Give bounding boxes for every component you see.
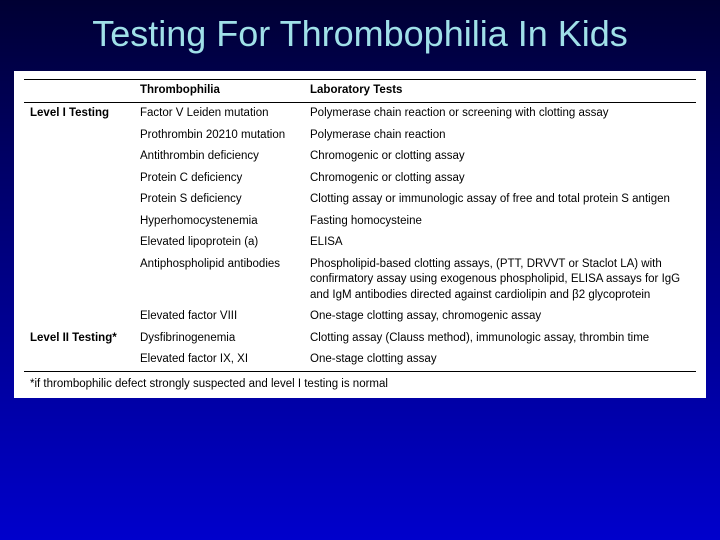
- cell-thrombophilia: Protein S deficiency: [134, 189, 304, 211]
- table-row: Elevated factor IX, XI One-stage clottin…: [24, 349, 696, 371]
- page-title: Testing For Thrombophilia In Kids: [0, 0, 720, 63]
- table-row: Elevated lipoprotein (a) ELISA: [24, 232, 696, 254]
- cell-level: [24, 306, 134, 328]
- col-thrombophilia: Thrombophilia: [134, 80, 304, 103]
- table-container: Thrombophilia Laboratory Tests Level I T…: [14, 71, 706, 398]
- cell-thrombophilia: Factor V Leiden mutation: [134, 103, 304, 125]
- cell-thrombophilia: Dysfibrinogenemia: [134, 328, 304, 350]
- table-row: Protein C deficiency Chromogenic or clot…: [24, 168, 696, 190]
- cell-level: [24, 146, 134, 168]
- cell-lab: One-stage clotting assay, chromogenic as…: [304, 306, 696, 328]
- table-row: Antiphospholipid antibodies Phospholipid…: [24, 254, 696, 307]
- cell-lab: Clotting assay (Clauss method), immunolo…: [304, 328, 696, 350]
- footnote: *if thrombophilic defect strongly suspec…: [24, 372, 696, 392]
- cell-lab: Clotting assay or immunologic assay of f…: [304, 189, 696, 211]
- table-row: Antithrombin deficiency Chromogenic or c…: [24, 146, 696, 168]
- cell-lab: ELISA: [304, 232, 696, 254]
- table-header-row: Thrombophilia Laboratory Tests: [24, 80, 696, 103]
- cell-thrombophilia: Prothrombin 20210 mutation: [134, 125, 304, 147]
- cell-lab: Phospholipid-based clotting assays, (PTT…: [304, 254, 696, 307]
- cell-thrombophilia: Elevated factor VIII: [134, 306, 304, 328]
- col-level: [24, 80, 134, 103]
- cell-lab: Chromogenic or clotting assay: [304, 146, 696, 168]
- table-row: Elevated factor VIII One-stage clotting …: [24, 306, 696, 328]
- cell-lab: One-stage clotting assay: [304, 349, 696, 371]
- cell-level: [24, 232, 134, 254]
- cell-thrombophilia: Hyperhomocystenemia: [134, 211, 304, 233]
- table-row: Protein S deficiency Clotting assay or i…: [24, 189, 696, 211]
- cell-lab: Polymerase chain reaction: [304, 125, 696, 147]
- cell-level: [24, 189, 134, 211]
- cell-thrombophilia: Antiphospholipid antibodies: [134, 254, 304, 307]
- cell-level: [24, 125, 134, 147]
- table-row: Level I Testing Factor V Leiden mutation…: [24, 103, 696, 125]
- cell-level: Level II Testing*: [24, 328, 134, 350]
- table-row: Level II Testing* Dysfibrinogenemia Clot…: [24, 328, 696, 350]
- cell-thrombophilia: Protein C deficiency: [134, 168, 304, 190]
- thrombophilia-table: Thrombophilia Laboratory Tests Level I T…: [24, 79, 696, 372]
- cell-level: [24, 168, 134, 190]
- cell-thrombophilia: Elevated factor IX, XI: [134, 349, 304, 371]
- cell-level: [24, 254, 134, 307]
- table-row: Prothrombin 20210 mutation Polymerase ch…: [24, 125, 696, 147]
- cell-thrombophilia: Antithrombin deficiency: [134, 146, 304, 168]
- cell-level: Level I Testing: [24, 103, 134, 125]
- cell-level: [24, 211, 134, 233]
- cell-lab: Fasting homocysteine: [304, 211, 696, 233]
- col-lab-tests: Laboratory Tests: [304, 80, 696, 103]
- table-row: Hyperhomocystenemia Fasting homocysteine: [24, 211, 696, 233]
- cell-level: [24, 349, 134, 371]
- cell-lab: Polymerase chain reaction or screening w…: [304, 103, 696, 125]
- cell-lab: Chromogenic or clotting assay: [304, 168, 696, 190]
- cell-thrombophilia: Elevated lipoprotein (a): [134, 232, 304, 254]
